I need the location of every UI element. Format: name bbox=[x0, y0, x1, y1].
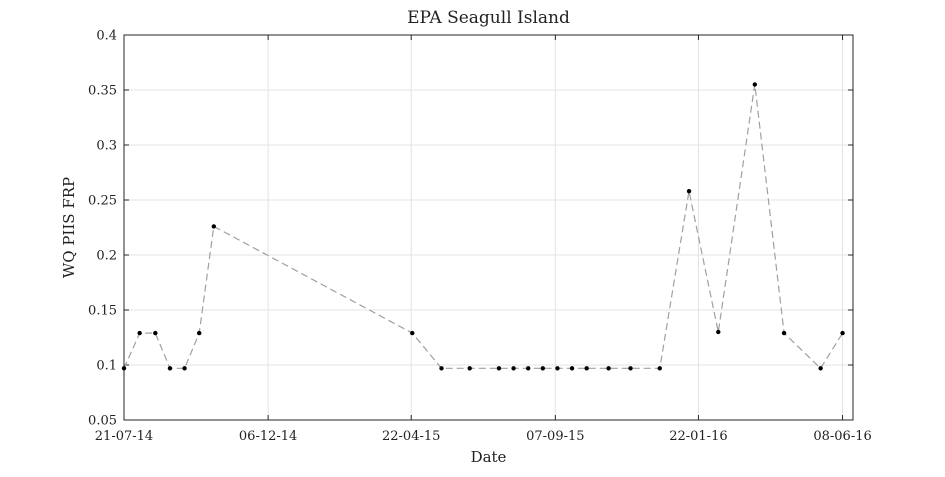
data-point bbox=[686, 189, 692, 194]
y-tick-label: 0.15 bbox=[88, 304, 117, 319]
data-point bbox=[584, 366, 589, 371]
y-tick-label: 0.35 bbox=[88, 84, 117, 99]
data-point bbox=[752, 82, 758, 87]
y-tick-label: 0.05 bbox=[88, 414, 117, 429]
data-point bbox=[606, 366, 611, 371]
data-point bbox=[781, 330, 787, 336]
y-axis-label: WQ PIIS FRP bbox=[60, 177, 78, 278]
data-point bbox=[628, 366, 633, 371]
y-tick-label: 0.2 bbox=[96, 249, 117, 264]
y-tick-label: 0.25 bbox=[88, 194, 117, 209]
data-point bbox=[439, 366, 444, 371]
data-point bbox=[555, 366, 560, 371]
data-point bbox=[153, 330, 158, 336]
data-point bbox=[569, 366, 575, 371]
data-series bbox=[121, 82, 845, 371]
x-tick-label: 22-01-16 bbox=[669, 429, 727, 444]
y-tick-label: 0.3 bbox=[96, 139, 117, 154]
x-tick-label: 06-12-14 bbox=[239, 429, 297, 444]
data-point bbox=[196, 330, 202, 336]
data-point bbox=[540, 366, 546, 371]
data-point bbox=[467, 366, 472, 371]
data-point bbox=[657, 366, 662, 371]
y-tick-label: 0.4 bbox=[96, 29, 117, 44]
data-point bbox=[137, 330, 142, 336]
data-point bbox=[211, 224, 217, 229]
data-point bbox=[840, 330, 845, 336]
grid bbox=[124, 35, 853, 420]
x-tick-label: 08-06-16 bbox=[813, 429, 871, 444]
series-line bbox=[123, 84, 844, 370]
x-tick-label: 22-04-15 bbox=[382, 429, 440, 444]
data-point bbox=[525, 366, 531, 371]
x-tick-label: 07-09-15 bbox=[526, 429, 584, 444]
data-point bbox=[818, 366, 823, 371]
chart-title: EPA Seagull Island bbox=[407, 8, 570, 28]
x-tick-label: 21-07-14 bbox=[95, 429, 153, 444]
data-point bbox=[716, 329, 721, 335]
data-point bbox=[496, 366, 502, 371]
data-point bbox=[167, 366, 173, 371]
data-point bbox=[410, 330, 415, 336]
axis-ticks: 0.05 0.1 0.15 0.2 0.25 0.3 0.35 0.4 21-07-14 06-1… bbox=[88, 29, 872, 445]
y-tick-label: 0.1 bbox=[96, 359, 117, 374]
data-point bbox=[511, 366, 516, 371]
plot-frame bbox=[123, 34, 854, 421]
data-point bbox=[121, 366, 127, 371]
x-axis-label: Date bbox=[471, 448, 507, 466]
data-point bbox=[182, 366, 187, 371]
